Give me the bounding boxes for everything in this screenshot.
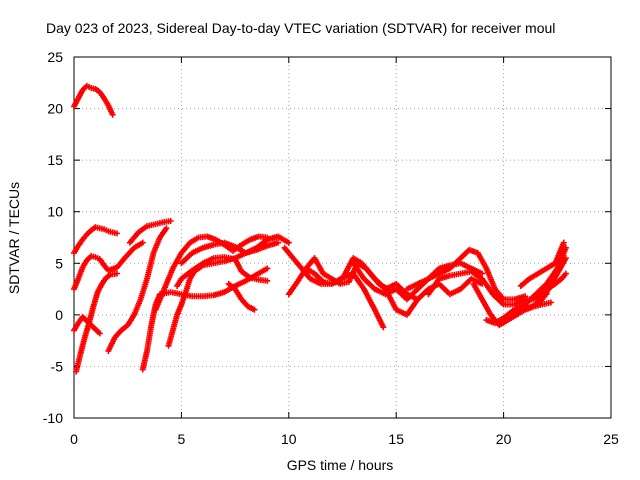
y-tick-label: 25 [47, 49, 63, 65]
y-tick-label: -10 [43, 410, 63, 426]
data-point [562, 270, 569, 277]
data-points [71, 82, 569, 375]
x-tick-label: 0 [70, 431, 78, 447]
data-point [167, 217, 174, 224]
y-tick-label: 0 [55, 307, 63, 323]
data-point [264, 277, 271, 284]
series-arc-12 [178, 233, 292, 267]
series-arc-23 [517, 239, 567, 289]
plot-frame [73, 56, 612, 419]
chart-title: Day 023 of 2023, Sidereal Day-to-day VTE… [46, 20, 555, 36]
data-point [479, 270, 486, 277]
y-tick-label: 15 [47, 152, 63, 168]
series-arc-3 [71, 239, 146, 293]
data-point [251, 306, 258, 313]
data-point [264, 265, 271, 272]
y-tick-label: 5 [55, 255, 63, 271]
y-tick-label: 10 [47, 204, 63, 220]
series-arc-5 [71, 313, 103, 337]
y-tick-labels: -10 -5 0 5 10 15 20 25 [43, 49, 63, 426]
data-point [113, 270, 120, 277]
x-tick-label: 20 [496, 431, 512, 447]
series-arc-25 [511, 255, 569, 318]
series-arc-13 [225, 280, 258, 313]
series-arc-6 [105, 225, 170, 354]
data-point [560, 239, 567, 246]
x-tick-labels: 0 5 10 15 20 25 [70, 431, 619, 447]
data-point [562, 255, 569, 262]
x-tick-label: 25 [603, 431, 619, 447]
data-point [275, 239, 282, 246]
x-tick-label: 5 [178, 431, 186, 447]
x-tick-label: 10 [281, 431, 297, 447]
series-arc-2 [71, 224, 120, 256]
series-arc-7 [126, 217, 174, 246]
series-arc-11 [174, 254, 271, 289]
series-arc-19 [403, 246, 529, 303]
series-arc-8 [139, 265, 271, 373]
data-point [380, 324, 387, 331]
y-tick-label: -5 [51, 358, 64, 374]
data-point [547, 299, 554, 306]
data-point [113, 230, 120, 237]
series-arc-15 [285, 265, 387, 331]
data-point [109, 111, 116, 118]
data-point [139, 239, 146, 246]
data-point [96, 330, 103, 337]
series-arc-20 [425, 268, 550, 308]
series-arc-18 [371, 275, 486, 318]
data-point [163, 225, 170, 232]
y-tick-label: 20 [47, 101, 63, 117]
series-arc-1 [71, 82, 116, 118]
axis-ticks [73, 56, 612, 419]
y-axis-label: SDTVAR / TECUs [6, 182, 22, 294]
grid [74, 57, 611, 418]
x-axis-label: GPS time / hours [287, 457, 394, 473]
data-point [285, 239, 292, 246]
x-tick-label: 15 [388, 431, 404, 447]
series-arc-22 [483, 244, 569, 327]
